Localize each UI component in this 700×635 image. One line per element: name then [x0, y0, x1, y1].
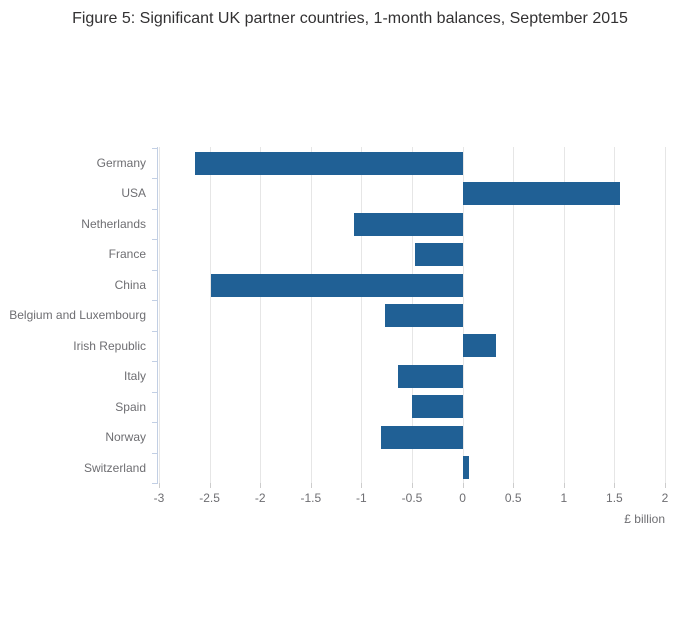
category-label: Italy: [123, 369, 146, 384]
bar-italy[interactable]: [397, 364, 463, 388]
figure-title: Figure 5: Significant UK partner countri…: [72, 10, 628, 27]
x-tick-label: 1: [560, 491, 568, 505]
x-gridline: [563, 147, 565, 483]
y-axis-tick: [152, 422, 157, 423]
bar-switzerland[interactable]: [462, 456, 469, 480]
x-tick-label: 0.5: [504, 491, 522, 505]
y-axis-tick: [152, 239, 157, 240]
x-axis-title: £ billion: [624, 512, 665, 526]
x-gridline: [614, 147, 616, 483]
x-gridline: [361, 147, 363, 483]
category-label: Switzerland: [83, 460, 146, 475]
x-gridline: [462, 147, 464, 483]
y-axis-tick: [152, 331, 157, 332]
x-axis-tick: [209, 483, 211, 488]
x-axis-tick: [159, 483, 160, 488]
y-axis-tick: [152, 453, 157, 454]
y-axis-tick: [152, 178, 157, 179]
y-axis-tick: [152, 148, 157, 149]
x-axis-tick: [563, 483, 565, 488]
x-axis-tick: [462, 483, 464, 488]
x-tick-label: -2: [254, 491, 266, 505]
x-gridline: [209, 147, 211, 483]
category-label: Spain: [115, 399, 146, 414]
x-gridline: [665, 147, 666, 483]
x-tick-label: 2: [661, 491, 669, 505]
category-label: Belgium and Luxembourg: [9, 308, 146, 323]
x-tick-label: -1: [356, 491, 367, 505]
x-gridline: [260, 147, 262, 483]
bar-irish-republic[interactable]: [462, 334, 496, 358]
bar-belgium-and-luxembourg[interactable]: [384, 304, 463, 327]
x-tick-label: -3: [153, 491, 165, 505]
x-axis-tick: [412, 483, 413, 488]
y-axis-line: [157, 147, 158, 484]
category-label: Netherlands: [81, 216, 146, 231]
x-gridline: [310, 147, 312, 483]
x-tick-label: 0: [459, 491, 466, 505]
y-axis-tick: [152, 300, 157, 301]
y-axis-tick: [152, 483, 157, 484]
bar-netherlands[interactable]: [354, 212, 463, 236]
x-axis-tick: [513, 483, 515, 488]
bar-usa[interactable]: [462, 182, 621, 206]
x-axis-tick: [614, 483, 616, 488]
x-axis-tick: [665, 483, 666, 488]
y-axis-tick: [152, 270, 157, 271]
x-gridline: [159, 147, 160, 483]
bar-germany[interactable]: [195, 151, 463, 175]
category-label: Irish Republic: [73, 338, 146, 353]
x-tick-label: -1.5: [300, 491, 322, 505]
bar-spain[interactable]: [412, 395, 463, 419]
bar-china[interactable]: [210, 273, 463, 297]
y-axis-tick: [152, 361, 157, 362]
category-label: Germany: [96, 156, 146, 170]
x-tick-label: -0.5: [401, 491, 423, 505]
x-axis-tick: [310, 483, 312, 488]
category-label: USA: [121, 186, 146, 201]
bar-norway[interactable]: [380, 425, 463, 449]
x-axis-tick: [260, 483, 262, 488]
x-tick-label: 1.5: [606, 491, 623, 505]
y-axis-tick: [152, 392, 157, 393]
category-label: China: [114, 277, 146, 292]
y-axis-tick: [152, 209, 157, 210]
bar-france[interactable]: [415, 243, 463, 267]
x-gridline: [513, 147, 515, 483]
x-axis-tick: [361, 483, 363, 488]
category-label: Norway: [105, 430, 146, 445]
x-tick-label: -2.5: [199, 491, 220, 505]
category-label: France: [108, 247, 146, 262]
